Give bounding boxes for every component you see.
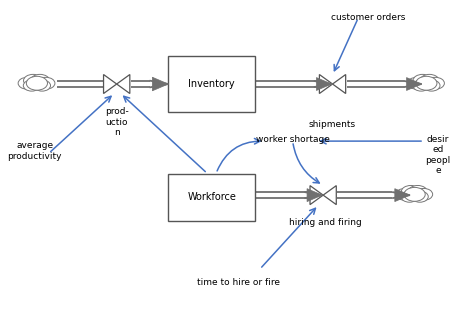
Circle shape: [34, 80, 51, 91]
Polygon shape: [333, 74, 346, 94]
FancyBboxPatch shape: [168, 174, 255, 221]
Text: Inventory: Inventory: [188, 79, 235, 89]
Text: prod-
uctio
n: prod- uctio n: [105, 107, 128, 137]
Circle shape: [30, 74, 49, 87]
Polygon shape: [319, 74, 333, 94]
Text: worker shortage: worker shortage: [255, 135, 329, 144]
Circle shape: [413, 80, 429, 91]
Circle shape: [411, 191, 428, 202]
Polygon shape: [307, 189, 322, 202]
Circle shape: [413, 74, 432, 87]
Text: hiring and firing: hiring and firing: [289, 218, 362, 227]
Circle shape: [24, 74, 43, 87]
Polygon shape: [103, 74, 117, 94]
Circle shape: [37, 78, 55, 89]
Polygon shape: [310, 186, 323, 205]
Polygon shape: [407, 78, 422, 91]
Circle shape: [415, 188, 433, 200]
Polygon shape: [395, 189, 410, 202]
Circle shape: [401, 185, 420, 198]
Circle shape: [396, 188, 414, 200]
Circle shape: [420, 74, 439, 87]
Circle shape: [404, 188, 425, 201]
Text: desir
ed
peopl
e: desir ed peopl e: [426, 135, 451, 175]
Text: shipments: shipments: [309, 120, 356, 129]
Circle shape: [408, 185, 427, 198]
Text: Workforce: Workforce: [187, 193, 236, 202]
Polygon shape: [152, 77, 168, 91]
FancyBboxPatch shape: [168, 56, 255, 112]
Circle shape: [23, 80, 40, 91]
Circle shape: [427, 78, 445, 89]
Polygon shape: [317, 78, 332, 91]
Circle shape: [408, 78, 426, 89]
Circle shape: [401, 191, 418, 202]
Polygon shape: [323, 186, 336, 205]
Text: customer orders: customer orders: [330, 13, 405, 22]
Text: time to hire or fire: time to hire or fire: [197, 278, 280, 287]
Polygon shape: [117, 74, 130, 94]
Circle shape: [423, 80, 440, 91]
Circle shape: [416, 76, 437, 90]
Circle shape: [18, 78, 36, 89]
Circle shape: [27, 76, 47, 90]
Text: average
productivity: average productivity: [7, 141, 62, 161]
